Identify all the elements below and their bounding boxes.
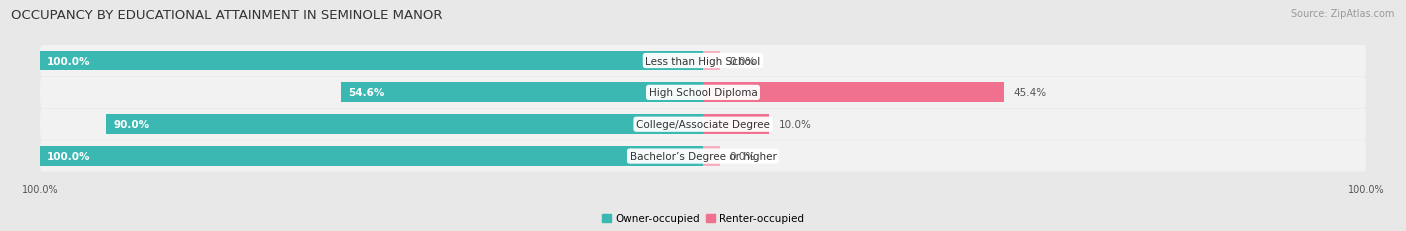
Text: 45.4%: 45.4%: [1014, 88, 1047, 98]
Bar: [703, 146, 720, 166]
Bar: [107, 115, 703, 134]
Bar: [41, 52, 703, 71]
Bar: [703, 83, 1004, 103]
Text: High School Diploma: High School Diploma: [648, 88, 758, 98]
Text: 10.0%: 10.0%: [779, 120, 813, 130]
FancyBboxPatch shape: [41, 46, 1365, 77]
Bar: [703, 115, 769, 134]
Text: 54.6%: 54.6%: [347, 88, 384, 98]
Bar: [703, 52, 720, 71]
Bar: [41, 146, 703, 166]
Text: College/Associate Degree: College/Associate Degree: [636, 120, 770, 130]
Legend: Owner-occupied, Renter-occupied: Owner-occupied, Renter-occupied: [598, 210, 808, 228]
FancyBboxPatch shape: [41, 109, 1365, 140]
Text: 100.0%: 100.0%: [46, 151, 90, 161]
Text: OCCUPANCY BY EDUCATIONAL ATTAINMENT IN SEMINOLE MANOR: OCCUPANCY BY EDUCATIONAL ATTAINMENT IN S…: [11, 9, 443, 22]
Text: 0.0%: 0.0%: [730, 56, 756, 66]
Text: 100.0%: 100.0%: [46, 56, 90, 66]
Text: Less than High School: Less than High School: [645, 56, 761, 66]
FancyBboxPatch shape: [41, 77, 1365, 109]
Bar: [342, 83, 703, 103]
Text: Source: ZipAtlas.com: Source: ZipAtlas.com: [1291, 9, 1395, 19]
Text: 0.0%: 0.0%: [730, 151, 756, 161]
Text: Bachelor’s Degree or higher: Bachelor’s Degree or higher: [630, 151, 776, 161]
Text: 90.0%: 90.0%: [112, 120, 149, 130]
FancyBboxPatch shape: [41, 141, 1365, 172]
